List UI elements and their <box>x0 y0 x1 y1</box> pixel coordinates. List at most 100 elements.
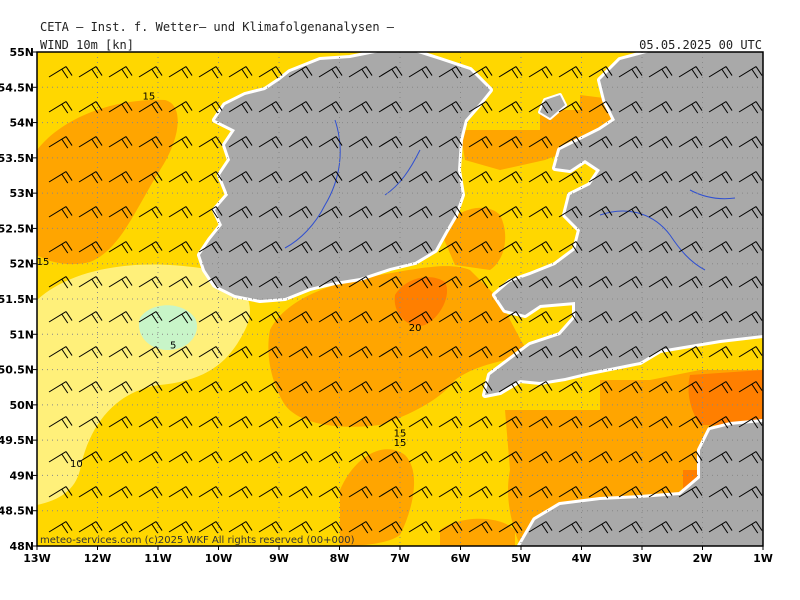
zone-15-20kn-irish-sea <box>460 95 620 170</box>
wind-barb <box>618 486 643 499</box>
wind-barb <box>678 416 703 429</box>
wind-barb <box>498 206 523 219</box>
contour-label: 5 <box>170 340 176 351</box>
wind-barb <box>198 66 223 79</box>
wind-barb <box>678 311 703 324</box>
wind-barb <box>288 416 313 429</box>
wind-barb <box>288 101 313 114</box>
wind-barb <box>528 346 553 359</box>
wind-barb <box>108 101 133 114</box>
wind-barb <box>588 311 613 324</box>
lon-label: 6W <box>451 552 471 565</box>
wind-barb <box>78 66 103 79</box>
wind-barb <box>318 66 343 79</box>
wind-barb <box>168 451 193 464</box>
contour-label: 15 <box>394 429 407 440</box>
wind-barb <box>618 171 643 184</box>
wind-barb <box>678 451 703 464</box>
wind-barb <box>78 101 103 114</box>
wind-barb <box>498 451 523 464</box>
wind-barb <box>138 416 163 429</box>
lon-label: 5W <box>511 552 531 565</box>
zone-20-25kn-central <box>394 277 448 326</box>
wind-barb <box>588 451 613 464</box>
land-ireland <box>197 52 493 303</box>
wind-barb <box>708 136 733 149</box>
wind-barb <box>228 451 253 464</box>
wind-barb <box>618 416 643 429</box>
wind-barb <box>48 346 73 359</box>
wind-barb <box>408 66 433 79</box>
lat-label: 48.5N <box>0 505 34 518</box>
wind-barb <box>348 381 373 394</box>
wind-barb <box>78 486 103 499</box>
wind-barb <box>648 416 673 429</box>
wind-barb <box>258 451 283 464</box>
wind-barb <box>558 311 583 324</box>
wind-barb <box>498 381 523 394</box>
wind-barb <box>138 521 163 534</box>
wind-barb <box>408 101 433 114</box>
wind-barb <box>588 66 613 79</box>
wind-barb <box>558 136 583 149</box>
contour-label: 10 <box>70 459 83 470</box>
wind-barb <box>378 206 403 219</box>
wind-barb <box>738 521 763 534</box>
lat-label: 52.5N <box>0 222 34 235</box>
wind-barb <box>168 206 193 219</box>
wind-barb <box>558 451 583 464</box>
wind-barb <box>348 416 373 429</box>
wind-barb <box>318 136 343 149</box>
wind-barb <box>168 66 193 79</box>
wind-barb <box>558 171 583 184</box>
wind-barb <box>618 66 643 79</box>
wind-barb <box>438 521 463 534</box>
wind-barb <box>138 136 163 149</box>
wind-barb <box>138 311 163 324</box>
wind-barb <box>708 241 733 254</box>
wind-barb <box>138 381 163 394</box>
wind-barb <box>438 171 463 184</box>
wind-barb <box>738 451 763 464</box>
wind-barb <box>378 346 403 359</box>
wind-barb <box>168 416 193 429</box>
wind-barb <box>138 486 163 499</box>
lat-label: 49.5N <box>0 434 34 447</box>
wind-barb <box>378 136 403 149</box>
wind-barb <box>258 311 283 324</box>
wind-barb <box>528 311 553 324</box>
wind-barb <box>78 241 103 254</box>
wind-barb <box>228 521 253 534</box>
wind-barb <box>378 276 403 289</box>
lat-label: 52N <box>9 258 34 271</box>
wind-barb <box>168 311 193 324</box>
wind-barb <box>438 206 463 219</box>
wind-barb <box>78 311 103 324</box>
wind-barb <box>78 206 103 219</box>
wind-barb <box>648 451 673 464</box>
wind-barb <box>228 66 253 79</box>
wind-barb <box>378 311 403 324</box>
wind-barb <box>678 101 703 114</box>
wind-barb <box>198 276 223 289</box>
wind-barb <box>108 171 133 184</box>
wind-barb <box>108 66 133 79</box>
wind-barb <box>48 451 73 464</box>
wind-barb <box>528 101 553 114</box>
wind-barb <box>168 171 193 184</box>
wind-barb <box>708 171 733 184</box>
wind-barb <box>138 101 163 114</box>
wind-barb <box>678 136 703 149</box>
wind-barb <box>288 521 313 534</box>
wind-barb <box>198 521 223 534</box>
wind-barb <box>738 311 763 324</box>
wind-barb <box>738 486 763 499</box>
lon-label: 11W <box>144 552 171 565</box>
wind-barb <box>528 136 553 149</box>
wind-barb <box>348 486 373 499</box>
wind-barb <box>498 171 523 184</box>
wind-barb <box>528 416 553 429</box>
wind-barb <box>558 521 583 534</box>
wind-barb <box>468 346 493 359</box>
